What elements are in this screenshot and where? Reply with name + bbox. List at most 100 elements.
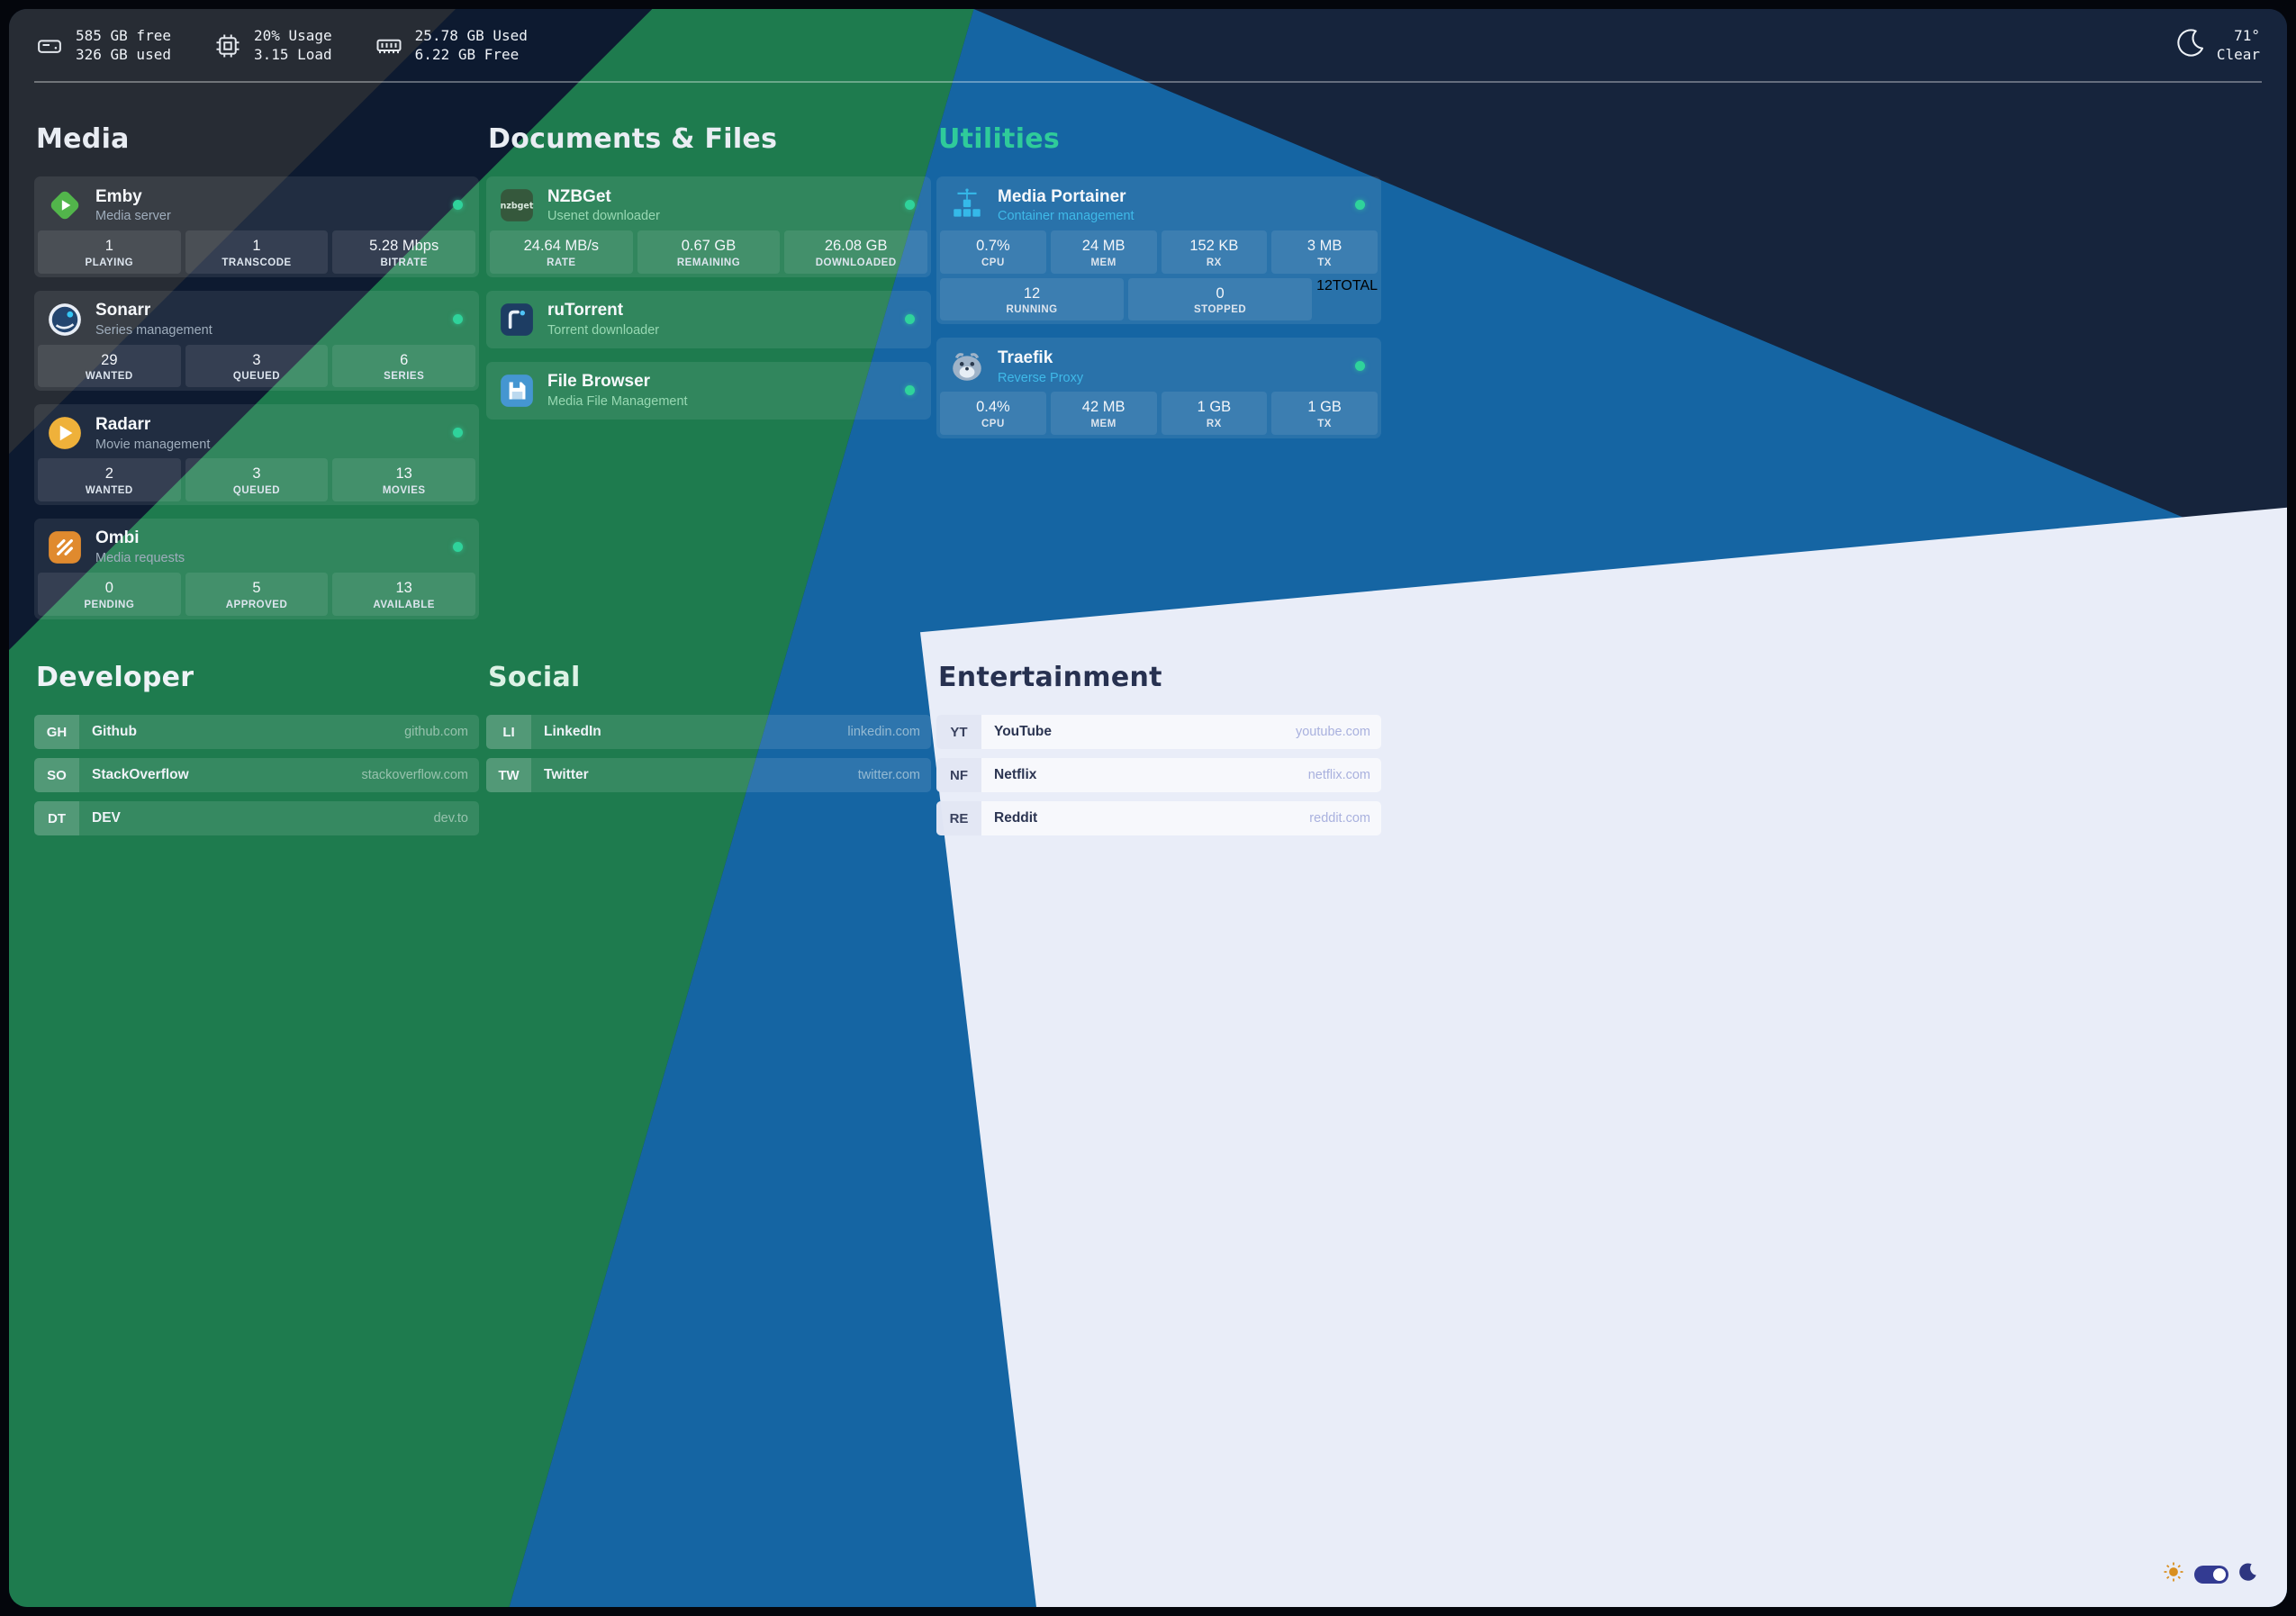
- memory-free-text: 6.22 GB Free: [414, 45, 520, 63]
- stat-wanted: 2 WANTED: [38, 458, 181, 501]
- bookmarks-title-entertainment: Entertainment: [938, 662, 1162, 693]
- service-name: Emby: [95, 186, 142, 206]
- stat-cpu: 0.4% CPU: [940, 392, 1046, 435]
- service-name: Media Portainer: [998, 186, 1126, 206]
- nzbget-icon: nzbget: [499, 187, 535, 223]
- service-card-ombi[interactable]: Ombi Media requests 0 PENDING 5 APPROVED 1…: [34, 518, 479, 619]
- service-card-emby[interactable]: Emby Media server 1 PLAYING 1 TRANSCODE 5.…: [34, 176, 479, 277]
- stat-wanted: 29 WANTED: [38, 344, 181, 388]
- container-stats-row: 12 RUNNING 0 STOPPED 12TOTAL: [940, 277, 1379, 321]
- service-card-portainer[interactable]: Media Portainer Container management 0.7…: [936, 176, 1381, 325]
- memory-used-text: 25.78 GB Used: [414, 27, 528, 44]
- status-indicator: [905, 313, 915, 324]
- service-desc: Usenet downloader: [547, 209, 660, 224]
- traefik-icon: [949, 348, 985, 384]
- service-desc: Reverse Proxy: [998, 370, 1084, 385]
- bookmark-abbr: TW: [486, 758, 531, 792]
- status-indicator: [453, 313, 463, 324]
- section-utilities: Utilities Media Portainer Container mana…: [936, 126, 1381, 452]
- service-name: NZBGet: [547, 186, 611, 206]
- bookmark-name: Twitter: [544, 767, 589, 782]
- service-card-filebrowser[interactable]: File Browser Media File Management: [486, 361, 931, 420]
- cpu-load-text: 3.15 Load: [253, 45, 332, 63]
- bookmark-linkedin[interactable]: LI LinkedIn linkedin.com: [486, 715, 931, 749]
- stat-stopped: 0 STOPPED: [1128, 277, 1313, 321]
- stat-downloaded: 26.08 GB DOWNLOADED: [784, 230, 928, 274]
- section-documents-files: Documents & Files nzbget NZBGet Usenet d…: [486, 126, 931, 433]
- bookmark-youtube[interactable]: YT YouTube youtube.com: [936, 715, 1381, 749]
- emby-icon: [47, 187, 83, 223]
- bookmark-abbr: YT: [936, 715, 981, 749]
- service-name: Sonarr: [95, 301, 151, 320]
- service-name: Traefik: [998, 348, 1053, 367]
- radarr-icon: [47, 415, 83, 451]
- bookmark-abbr: DT: [34, 801, 79, 835]
- bookmark-abbr: NF: [936, 758, 981, 792]
- stat-bitrate: 5.28 Mbps BITRATE: [332, 230, 476, 274]
- stat-total: 12TOTAL: [1316, 277, 1379, 293]
- status-indicator: [1355, 361, 1365, 372]
- bookmark-abbr: RE: [936, 801, 981, 835]
- ombi-icon: [47, 529, 83, 565]
- section-title-utilities: Utilities: [938, 123, 1061, 155]
- status-indicator: [1355, 200, 1365, 210]
- docker-stats-row: 0.7% CPU 24 MB MEM 152 KB RX 3 MB TX: [940, 230, 1378, 274]
- service-card-radarr[interactable]: Radarr Movie management 2 WANTED 3 QUEUED …: [34, 404, 479, 505]
- service-stats: 1 PLAYING 1 TRANSCODE 5.28 Mbps BITRATE: [38, 230, 476, 274]
- bookmark-name: Netflix: [994, 767, 1037, 782]
- section-title-documents: Documents & Files: [488, 123, 778, 155]
- disk-icon: [36, 32, 63, 59]
- service-card-nzbget[interactable]: nzbget NZBGet Usenet downloader 24.64 MB…: [486, 176, 931, 277]
- service-desc: Series management: [95, 322, 212, 338]
- bookmark-github[interactable]: GH Github github.com: [34, 715, 479, 749]
- stat-transcode: 1 TRANSCODE: [185, 230, 329, 274]
- bookmarks-social: Social LI LinkedIn linkedin.com TW Twitt…: [486, 664, 931, 801]
- section-title-media: Media: [36, 123, 130, 155]
- bookmark-reddit[interactable]: RE Reddit reddit.com: [936, 801, 1381, 835]
- status-indicator: [453, 428, 463, 438]
- stat-cpu: 0.7% CPU: [940, 230, 1046, 274]
- section-media: Media Emby Media server 1 PLAYING 1 TRANSC…: [34, 126, 479, 633]
- service-stats: 2 WANTED 3 QUEUED 13 MOVIES: [38, 458, 476, 501]
- moon-icon: [2174, 27, 2206, 64]
- service-card-rutorrent[interactable]: ruTorrent Torrent downloader: [486, 290, 931, 348]
- svg-text:nzbget: nzbget: [501, 202, 534, 212]
- sonarr-icon: [47, 302, 83, 338]
- stat-running: 12 RUNNING: [940, 277, 1125, 321]
- memory-icon: [375, 32, 402, 59]
- stat-queued: 3 QUEUED: [185, 344, 329, 388]
- theme-toggle: [2163, 1561, 2258, 1587]
- cpu-usage-text: 20% Usage: [253, 27, 332, 44]
- theme-switch[interactable]: [2194, 1565, 2228, 1584]
- service-card-traefik[interactable]: Traefik Reverse Proxy 0.4% CPU 42 MB MEM 1…: [936, 338, 1381, 438]
- stat-tx: 3 MB TX: [1271, 230, 1378, 274]
- bookmark-abbr: SO: [34, 758, 79, 792]
- bookmarks-title-developer: Developer: [36, 662, 194, 693]
- bookmark-name: YouTube: [994, 724, 1052, 739]
- bookmark-stackoverflow[interactable]: SO StackOverflow stackoverflow.com: [34, 758, 479, 792]
- service-desc: Media File Management: [547, 393, 688, 409]
- stat-approved: 5 APPROVED: [185, 572, 329, 616]
- portainer-icon: [949, 187, 985, 223]
- bookmark-name: Github: [92, 724, 137, 739]
- service-name: Radarr: [95, 414, 151, 434]
- bookmark-name: Reddit: [994, 810, 1038, 826]
- cpu-widget: 20% Usage 3.15 Load: [214, 27, 332, 65]
- service-stats: 0 PENDING 5 APPROVED 13 AVAILABLE: [38, 572, 476, 616]
- bookmark-dev[interactable]: DT DEV dev.to: [34, 801, 479, 835]
- stat-pending: 0 PENDING: [38, 572, 181, 616]
- service-name: Ombi: [95, 528, 140, 548]
- bookmark-url: github.com: [404, 725, 468, 739]
- service-desc: Container management: [998, 209, 1134, 224]
- bookmarks-title-social: Social: [488, 662, 581, 693]
- stat-playing: 1 PLAYING: [38, 230, 181, 274]
- service-card-sonarr[interactable]: Sonarr Series management 29 WANTED 3 QUEUE…: [34, 290, 479, 392]
- bookmark-twitter[interactable]: TW Twitter twitter.com: [486, 758, 931, 792]
- bookmark-netflix[interactable]: NF Netflix netflix.com: [936, 758, 1381, 792]
- sun-icon: [2163, 1561, 2184, 1587]
- dashboard-page: 585 GB free 326 GB used 20% Usage 3.15 L…: [9, 9, 2287, 1607]
- service-stats: 29 WANTED 3 QUEUED 6 SERIES: [38, 344, 476, 388]
- stat-mem: 42 MB MEM: [1050, 392, 1157, 435]
- weather-condition: Clear: [2216, 45, 2260, 63]
